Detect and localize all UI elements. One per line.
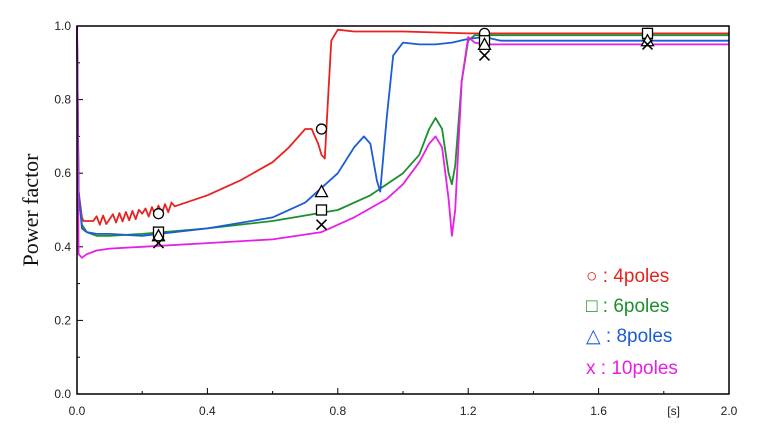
x-marker-stroke: [152, 237, 165, 249]
legend-item-6poles: □ : 6poles: [586, 296, 669, 317]
plot-frame: [76, 25, 730, 395]
legend-item-4poles: ○ : 4poles: [586, 266, 669, 287]
x-marker-stroke: [478, 49, 491, 62]
x-tick-label: 2.0: [721, 404, 738, 418]
series-markers: [151, 27, 655, 249]
x-unit-label: [s]: [667, 404, 680, 418]
x-tick-label: 1.2: [460, 404, 477, 418]
y-axis-label: Power factor: [18, 153, 43, 267]
marker-8poles: [477, 37, 492, 51]
series-line-10poles: [76, 25, 729, 259]
series-lines: [76, 25, 729, 259]
marker-10poles: [478, 49, 491, 62]
series-line-8poles: [76, 25, 729, 237]
marker-8poles: [314, 184, 329, 198]
marker-4poles: [315, 123, 328, 135]
x-marker-stroke: [315, 219, 328, 231]
y-tick-labels: 0.0 0.2 0.4 0.6 0.8 1.0: [54, 19, 71, 401]
y-tick-label: 0.4: [54, 240, 71, 254]
marker-10poles: [641, 38, 654, 50]
legend: ○ : 4poles □ : 6poles △ : 8poles x : 10pole…: [586, 266, 678, 379]
x-tick-labels: 0.0 0.4 0.8 1.2 1.6 [s] 2.0: [69, 404, 738, 418]
marker-8poles: [640, 33, 655, 47]
marker-10poles: [152, 237, 165, 249]
y-tick-label: 1.0: [54, 19, 71, 33]
x-tick-label: 0.8: [329, 404, 346, 418]
x-tick-label: 0.4: [199, 404, 216, 418]
legend-item-10poles: x : 10poles: [586, 358, 678, 379]
x-tick-label: 0.0: [69, 404, 86, 418]
y-tick-label: 0.2: [54, 313, 71, 327]
marker-6poles: [315, 204, 328, 216]
marker-8poles: [151, 228, 166, 242]
x-marker-stroke: [641, 38, 654, 50]
legend-item-8poles: △ : 8poles: [586, 326, 672, 347]
y-tick-label: 0.0: [54, 387, 71, 401]
series-line-6poles: [76, 25, 729, 237]
x-tick-label: 1.6: [590, 404, 607, 418]
y-tick-label: 0.8: [54, 93, 71, 107]
marker-10poles: [315, 219, 328, 231]
series-line-4poles: [76, 25, 729, 226]
marker-4poles: [152, 208, 165, 220]
y-tick-label: 0.6: [54, 166, 71, 180]
